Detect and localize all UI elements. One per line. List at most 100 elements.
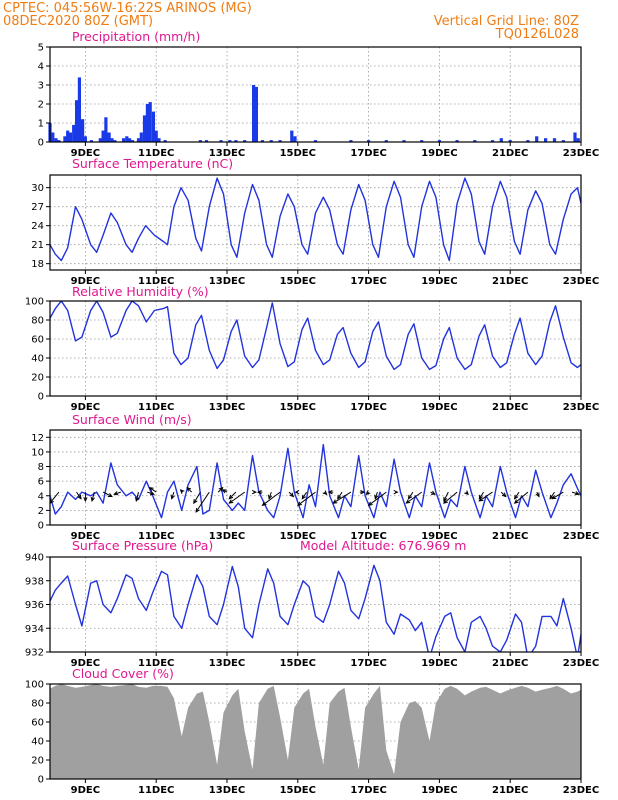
precip-bar bbox=[107, 132, 111, 142]
precip-bar bbox=[278, 140, 282, 142]
x-tick-label: 13DEC bbox=[209, 148, 245, 159]
wind-arrow bbox=[514, 491, 520, 499]
precip-bar bbox=[130, 140, 135, 142]
model-altitude: Model Altitude: 676.969 m bbox=[300, 538, 466, 553]
precip-bar bbox=[54, 138, 58, 142]
header-grid-line: Vertical Grid Line: 80Z bbox=[434, 14, 579, 29]
wind-arrow-head bbox=[549, 494, 554, 500]
y-tick-label: 934 bbox=[25, 624, 44, 635]
precip-bar bbox=[57, 140, 61, 142]
wind-arrow bbox=[49, 491, 60, 504]
y-tick-label: 80 bbox=[31, 699, 44, 710]
wind-arrow-head bbox=[268, 494, 273, 500]
y-tick-label: 2 bbox=[38, 100, 44, 111]
wind-arrow bbox=[102, 491, 113, 497]
pressure-line bbox=[50, 564, 581, 652]
precip-bar bbox=[367, 140, 371, 142]
wind-arrow bbox=[195, 491, 210, 513]
wind-arrow-head bbox=[322, 490, 328, 496]
wind-arrow bbox=[297, 491, 316, 506]
precip-bar bbox=[254, 86, 258, 142]
precip-bar bbox=[81, 119, 85, 142]
y-tick-label: 100 bbox=[25, 680, 44, 691]
x-tick-label: 19DEC bbox=[421, 658, 457, 669]
precip-bar bbox=[72, 124, 76, 142]
wind-arrow-head bbox=[221, 489, 227, 494]
wind-arrow-head bbox=[501, 492, 507, 498]
wind-arrow-head bbox=[256, 489, 262, 495]
wind-arrow bbox=[478, 491, 485, 499]
x-tick-label: 21DEC bbox=[492, 785, 528, 796]
temperature-line bbox=[50, 177, 581, 262]
panel-frame bbox=[49, 683, 582, 780]
precip-bar bbox=[535, 136, 539, 142]
wind-arrow bbox=[571, 491, 579, 495]
x-tick-label: 15DEC bbox=[280, 402, 316, 413]
precip-bar bbox=[473, 140, 477, 142]
x-tick-label: 11DEC bbox=[138, 785, 174, 796]
wind-arrow bbox=[76, 491, 82, 499]
wind-arrow-head bbox=[574, 491, 580, 496]
y-tick-label: 8 bbox=[38, 462, 44, 473]
precip-bar bbox=[145, 104, 149, 142]
y-tick-label: 4 bbox=[38, 62, 44, 73]
wind-arrow bbox=[549, 491, 555, 499]
wind-arrow bbox=[149, 487, 157, 493]
wind-arrow-head bbox=[289, 492, 295, 498]
wind-arrow bbox=[91, 491, 95, 502]
x-tick-label: 13DEC bbox=[209, 402, 245, 413]
cloud-cover-area bbox=[50, 684, 581, 779]
wind-arrow bbox=[171, 491, 175, 499]
precip-bar bbox=[154, 130, 158, 142]
x-tick-label: 23DEC bbox=[563, 402, 599, 413]
x-tick-label: 23DEC bbox=[563, 785, 599, 796]
wind-arrow bbox=[228, 491, 237, 500]
precip-bar bbox=[234, 140, 238, 142]
x-tick-label: 9DEC bbox=[71, 531, 100, 542]
x-tick-label: 17DEC bbox=[350, 148, 386, 159]
precip-bar bbox=[104, 117, 108, 142]
temperature-title: Surface Temperature (nC) bbox=[72, 156, 233, 171]
y-tick-label: 940 bbox=[25, 553, 44, 564]
wind-arrow-head bbox=[90, 496, 95, 503]
panel-pressure: 932 934 936 938 940 9DEC 11DEC 13DEC 15DEC 17DEC 1… bbox=[25, 538, 599, 669]
precip-bar bbox=[113, 140, 117, 142]
precip-bar bbox=[75, 100, 79, 142]
wind-arrow-head bbox=[135, 496, 140, 503]
wind-arrow bbox=[337, 491, 343, 499]
panel-wind: 0 2 4 6 8 10 12 9DEC 11DEC 13DEC 15DEC 17DEC 19DEC 21… bbox=[31, 412, 599, 542]
x-tick-label: 21DEC bbox=[492, 276, 528, 287]
x-tick-label: 19DEC bbox=[421, 148, 457, 159]
precip-bar bbox=[526, 140, 530, 142]
precip-bar bbox=[77, 77, 81, 142]
x-tick-label: 9DEC bbox=[71, 276, 100, 287]
wind-arrow bbox=[368, 491, 387, 506]
x-tick-label: 15DEC bbox=[280, 148, 316, 159]
wind-arrow-head bbox=[107, 493, 113, 497]
y-tick-label: 60 bbox=[31, 335, 44, 346]
wind-arrow bbox=[406, 491, 422, 504]
y-tick-label: 938 bbox=[25, 576, 44, 587]
precip-bar bbox=[110, 138, 114, 142]
wind-arrow-head bbox=[513, 494, 519, 500]
x-tick-label: 19DEC bbox=[421, 276, 457, 287]
y-tick-label: 2 bbox=[38, 506, 44, 517]
panel-frame bbox=[49, 429, 582, 526]
precip-bar bbox=[455, 140, 459, 142]
wind-arrow-head bbox=[337, 494, 342, 500]
x-tick-label: 19DEC bbox=[421, 785, 457, 796]
precipitation-title: Precipitation (mm/h) bbox=[72, 29, 200, 44]
panel-precipitation: 0 1 2 3 4 5 9DEC 11DEC 13DEC 15DEC 17DEC 19DEC 21DEC… bbox=[38, 29, 600, 159]
x-tick-label: 11DEC bbox=[138, 531, 174, 542]
precip-bar bbox=[157, 138, 161, 142]
precip-bar bbox=[420, 140, 424, 142]
wind-arrow-head bbox=[149, 491, 155, 496]
precip-bar bbox=[148, 102, 152, 142]
y-tick-label: 0 bbox=[38, 775, 44, 786]
wind-arrow-head bbox=[551, 495, 557, 500]
wind-arrow-head bbox=[478, 497, 484, 502]
wind-arrow-head bbox=[478, 494, 483, 500]
y-tick-label: 4 bbox=[38, 491, 44, 502]
pressure-title: Surface Pressure (hPa) bbox=[72, 538, 213, 553]
x-tick-label: 13DEC bbox=[209, 276, 245, 287]
